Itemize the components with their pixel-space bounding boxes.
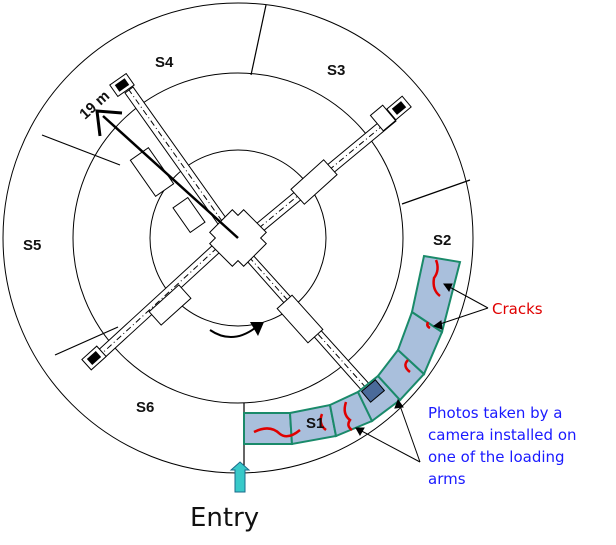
rotation-arrow: [209, 322, 264, 338]
sector-label-s5: S5: [23, 237, 41, 254]
radius-label: 19 m: [76, 87, 113, 123]
photos-caption-line-3: one of the loading: [428, 448, 565, 466]
arm-ne-segments: [290, 159, 338, 205]
photos-caption-line-4: arms: [428, 470, 466, 488]
loading-arm-nw: [124, 86, 227, 225]
gondola-nw: [109, 72, 135, 98]
sector-label-s4: S4: [155, 54, 174, 71]
gondola-sw: [81, 345, 107, 371]
camera: [360, 379, 386, 403]
radius-arrow: [95, 109, 239, 239]
middle-ring: [72, 72, 404, 404]
entry-arrow-icon: [229, 461, 251, 493]
entry-label: Entry: [190, 503, 259, 533]
loading-arm-se: [245, 253, 373, 394]
gondola-ne: [386, 95, 412, 121]
sector-label-s2: S2: [433, 232, 451, 249]
sector-label-s1: S1: [306, 415, 324, 432]
cracks-label: Cracks: [492, 300, 543, 318]
sector-label-s6: S6: [136, 399, 154, 416]
cracks-callout-lines: [432, 283, 489, 330]
photos-caption-line-1: Photos taken by a: [428, 404, 562, 422]
panel-7: [410, 254, 462, 334]
loading-arm-sw: [93, 243, 221, 363]
arm-nw-segment: [172, 196, 206, 234]
inner-ring: [149, 149, 327, 327]
photos-caption-line-2: camera installed on: [428, 426, 577, 444]
photos-callout-lines: [355, 398, 421, 463]
photos-caption: Photos taken by a camera installed on on…: [428, 404, 577, 488]
cracks: [253, 259, 441, 438]
sector-label-s3: S3: [327, 62, 345, 79]
inspection-panels: [243, 254, 462, 446]
